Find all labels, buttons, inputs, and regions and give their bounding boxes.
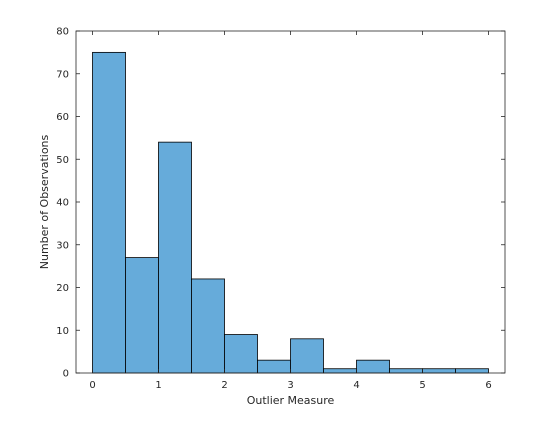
y-tick-label: 80	[56, 27, 69, 38]
y-axis-label: Number of Observations	[38, 134, 51, 269]
bars-layer	[92, 51, 489, 374]
x-tick-label: 5	[419, 380, 425, 391]
histogram-bar	[422, 368, 456, 374]
histogram-bar	[158, 141, 192, 374]
y-tick-label: 60	[56, 112, 69, 123]
y-tick-label: 50	[56, 155, 69, 166]
histogram-bar	[455, 368, 489, 374]
y-tick-label: 40	[56, 198, 69, 209]
histogram-bar	[125, 257, 159, 374]
labels-layer: Outlier Measure Number of Observations	[38, 134, 335, 407]
histogram-bar	[290, 338, 324, 374]
x-tick-label: 0	[89, 380, 95, 391]
histogram-bar	[191, 278, 225, 374]
x-tick-label: 3	[287, 380, 293, 391]
histogram-bar	[389, 368, 423, 374]
histogram-bar	[92, 51, 126, 374]
histogram-bar	[356, 359, 390, 374]
y-tick-label: 70	[56, 69, 69, 80]
y-tick-label: 30	[56, 240, 69, 251]
x-tick-label: 1	[155, 380, 161, 391]
x-tick-label: 4	[353, 380, 359, 391]
histogram-bar	[224, 334, 258, 374]
histogram-bar	[323, 368, 357, 374]
x-tick-label: 2	[221, 380, 227, 391]
x-axis-label: Outlier Measure	[247, 394, 335, 407]
x-tick-label: 6	[485, 380, 491, 391]
y-tick-label: 0	[63, 369, 69, 380]
y-tick-label: 20	[56, 283, 69, 294]
histogram-bar	[257, 359, 291, 374]
y-tick-label: 10	[56, 326, 69, 337]
